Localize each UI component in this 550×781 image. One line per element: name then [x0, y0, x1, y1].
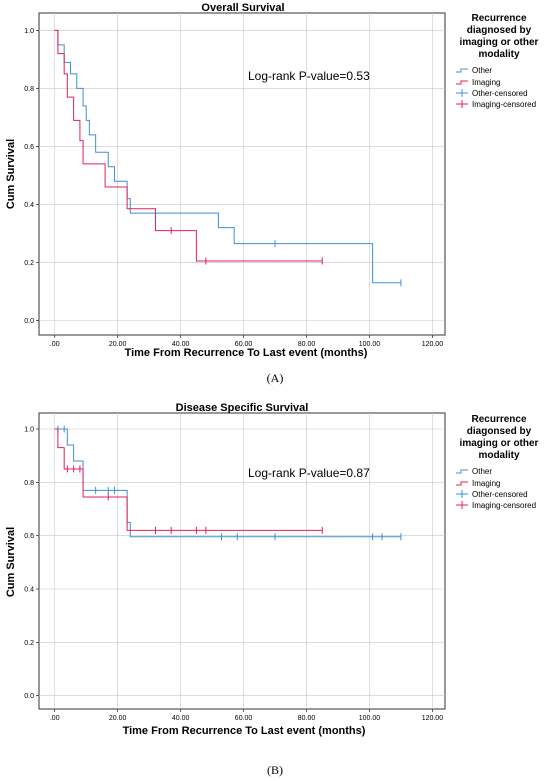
y-axis-label: Cum Survival [5, 139, 17, 209]
legend: Recurrence diagonsed by imaging or other… [456, 414, 539, 510]
legend-entry-imaging: Imaging [472, 479, 500, 488]
overall-survival-chart: Overall Survival Log-rank P-value=0.53 .… [5, 2, 539, 359]
legend-swatch-other-censored [456, 89, 468, 97]
y-tick-label: 0.4 [24, 202, 34, 209]
legend-title-line-2: diagnosed by [467, 25, 532, 36]
x-tick-label: .00 [50, 341, 60, 348]
y-tick-label: 0.4 [24, 587, 34, 594]
x-tick-label: 120.00 [422, 715, 444, 722]
legend-entry-other: Other [472, 66, 492, 75]
legend-swatch-other [456, 68, 468, 73]
y-tick-label: 0.8 [24, 86, 34, 93]
legend-title-line-3: imaging or other [460, 438, 539, 449]
x-tick-label: 40.00 [172, 715, 190, 722]
x-tick-label: 80.00 [298, 715, 316, 722]
y-tick-label: 1.0 [24, 427, 34, 434]
x-tick-label: 100.00 [359, 715, 381, 722]
panel-label: (B) [267, 763, 283, 777]
chart-title: Disease Specific Survival [176, 402, 309, 414]
x-axis-label: Time From Recurrence To Last event (mont… [123, 725, 366, 737]
y-tick-label: 0.2 [24, 260, 34, 267]
survival-curve-other [54, 29, 401, 284]
y-tick-label: 0.6 [24, 144, 34, 151]
panel-b-disease-specific-survival: Disease Specific Survival Log-rank P-val… [0, 390, 550, 781]
x-tick-label: 20.00 [109, 715, 127, 722]
y-axis-label: Cum Survival [5, 527, 17, 597]
legend-entry-other-censored: Other-censored [472, 89, 528, 98]
panel-label: (A) [266, 371, 284, 385]
x-tick-label: 60.00 [235, 341, 253, 348]
y-tick-label: 0.2 [24, 640, 34, 647]
log-rank-annotation: Log-rank P-value=0.87 [248, 466, 370, 480]
legend-title-line-4: modality [478, 49, 520, 60]
legend-entry-other: Other [472, 467, 492, 476]
y-tick-label: 0.8 [24, 480, 34, 487]
panel-a-overall-survival: Overall Survival Log-rank P-value=0.53 .… [0, 0, 550, 390]
y-tick-label: 0.0 [24, 318, 34, 325]
legend-title-line-3: imaging or other [460, 37, 539, 48]
y-tick-label: 0.6 [24, 533, 34, 540]
legend-entry-imaging-censored: Imaging-censored [472, 501, 536, 510]
plot-frame [38, 412, 446, 710]
log-rank-annotation: Log-rank P-value=0.53 [248, 69, 370, 83]
legend-entry-imaging: Imaging [472, 78, 500, 87]
legend-title-line-4: modality [478, 450, 520, 461]
plot-frame [38, 12, 446, 336]
legend-swatch-imaging [456, 80, 468, 85]
y-tick-label: 1.0 [24, 28, 34, 35]
x-tick-label: .00 [50, 715, 60, 722]
y-tick-label: 0.0 [24, 693, 34, 700]
legend: Recurrence diagnosed by imaging or other… [456, 13, 539, 109]
x-tick-label: 40.00 [172, 341, 190, 348]
legend-swatch-imaging [456, 481, 468, 486]
legend-title-line-1: Recurrence [471, 13, 526, 24]
x-tick-label: 20.00 [109, 341, 127, 348]
chart-title: Overall Survival [201, 2, 284, 14]
x-tick-label: 60.00 [235, 715, 253, 722]
disease-specific-survival-chart: Disease Specific Survival Log-rank P-val… [5, 402, 539, 737]
x-axis-label: Time From Recurrence To Last event (mont… [125, 347, 368, 359]
legend-entry-imaging-censored: Imaging-censored [472, 100, 536, 109]
survival-curve-imaging [54, 29, 323, 262]
legend-swatch-other-censored [456, 490, 468, 498]
legend-swatch-imaging-censored [456, 100, 468, 108]
legend-swatch-imaging-censored [456, 501, 468, 509]
legend-entry-other-censored: Other-censored [472, 490, 528, 499]
legend-title-line-1: Recurrence [471, 414, 526, 425]
x-tick-label: 100.00 [359, 341, 381, 348]
legend-title-line-2: diagonsed by [467, 426, 532, 437]
x-tick-label: 120.00 [422, 341, 444, 348]
legend-swatch-other [456, 469, 468, 474]
x-tick-label: 80.00 [298, 341, 316, 348]
